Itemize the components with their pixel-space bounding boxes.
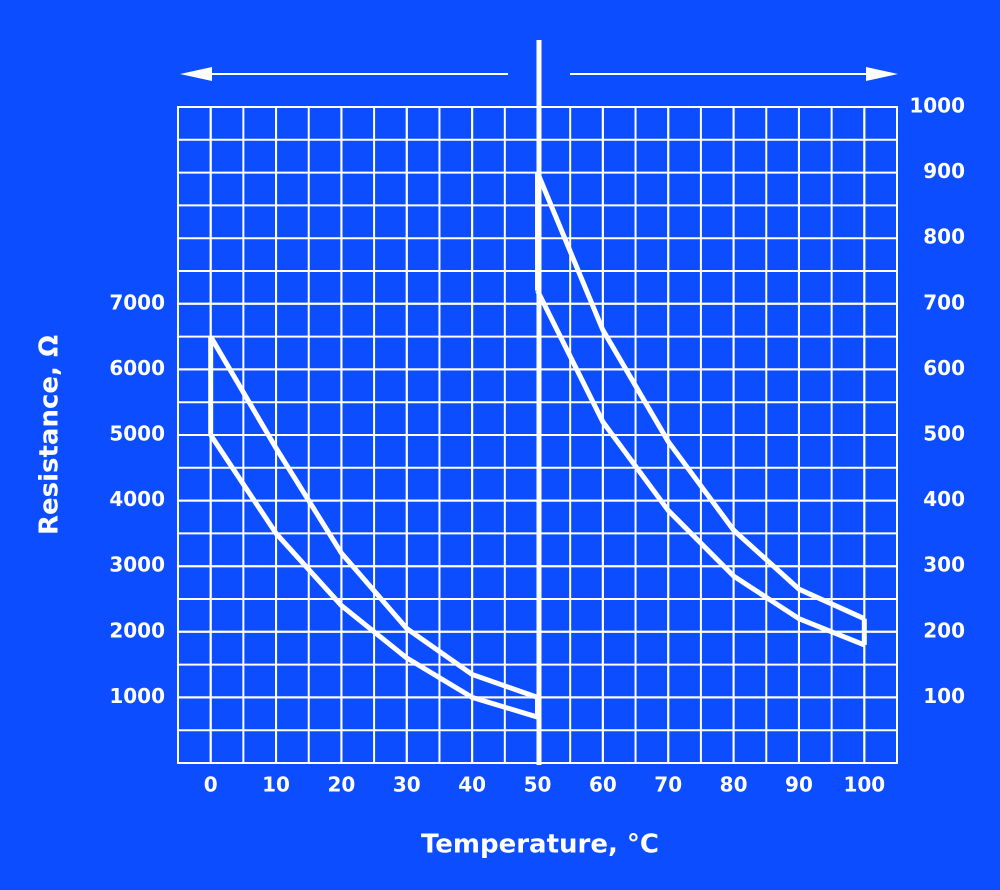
curve <box>208 433 539 720</box>
x-tick-label: 60 <box>589 773 617 797</box>
y2-tick-label: 600 <box>923 356 965 380</box>
y-tick-label: 1000 <box>109 684 165 708</box>
y-tick-label: 7000 <box>109 290 165 314</box>
curve <box>535 289 866 648</box>
y2-tick-label: 1000 <box>909 94 965 118</box>
x-tick-label: 30 <box>393 773 421 797</box>
y-tick-label: 6000 <box>109 356 165 380</box>
x-tick-label: 100 <box>843 773 885 797</box>
x-tick-label: 70 <box>654 773 682 797</box>
y2-tick-label: 700 <box>923 290 965 314</box>
arrows <box>180 67 898 81</box>
x-tick-label: 10 <box>262 773 290 797</box>
y2-tick-label: 200 <box>923 618 965 642</box>
y-tick-label: 3000 <box>109 553 165 577</box>
y2-tick-label: 400 <box>923 487 965 511</box>
y2-tick-label: 300 <box>923 553 965 577</box>
y2-tick-label: 500 <box>923 422 965 446</box>
x-tick-label: 90 <box>785 773 813 797</box>
y-tick-label: 4000 <box>109 487 165 511</box>
x-tick-label: 80 <box>720 773 748 797</box>
x-tick-label: 40 <box>458 773 486 797</box>
x-tick-label: 0 <box>204 773 218 797</box>
curve <box>208 335 539 700</box>
y2-tick-label: 100 <box>923 684 965 708</box>
y2-tick-label: 800 <box>923 225 965 249</box>
x-tick-label: 50 <box>524 773 552 797</box>
y-tick-label: 2000 <box>109 618 165 642</box>
y-tick-label: 5000 <box>109 422 165 446</box>
curve <box>535 171 866 621</box>
y2-tick-label: 900 <box>923 159 965 183</box>
y-axis-label: Resistance, Ω <box>35 335 65 535</box>
x-tick-label: 20 <box>327 773 355 797</box>
x-axis-label: Temperature, °C <box>421 830 659 860</box>
